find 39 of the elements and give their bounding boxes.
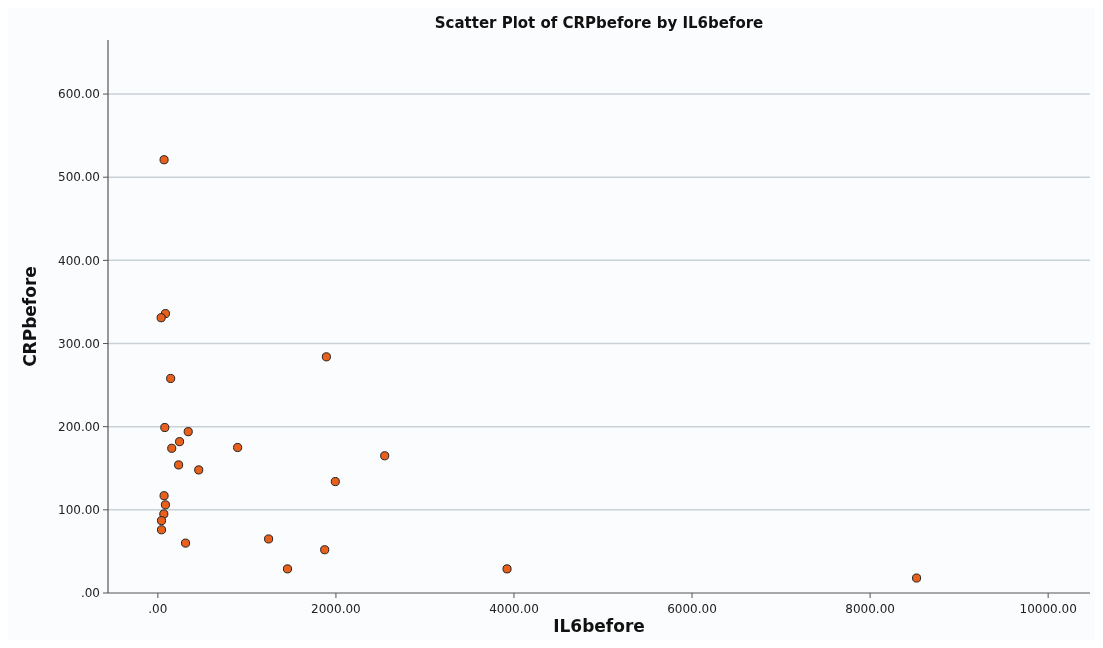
y-tick-label: 400.00 xyxy=(58,253,100,268)
point xyxy=(502,564,512,574)
point xyxy=(159,155,169,165)
y-tick-label: .00 xyxy=(80,586,100,601)
y-tick-label: 100.00 xyxy=(58,503,100,518)
point xyxy=(156,313,166,323)
point xyxy=(156,525,167,535)
x-tick-label: 6000.00 xyxy=(667,602,717,616)
x-tick-label: 10000.00 xyxy=(1019,602,1077,616)
x-tick-label: 4000.00 xyxy=(489,602,539,616)
x-tick-label: 2000.00 xyxy=(311,602,361,616)
y-axis-title: CRPbefore xyxy=(20,266,40,367)
y-tick-label: 500.00 xyxy=(58,170,100,185)
point xyxy=(183,427,193,437)
point xyxy=(174,460,184,470)
point xyxy=(282,564,293,574)
point xyxy=(156,516,167,526)
point xyxy=(330,477,340,487)
y-tick-label: 600.00 xyxy=(58,87,100,102)
x-tick-label: .00 xyxy=(148,602,168,616)
chart-title: Scatter Plot of CRPbefore by IL6before xyxy=(434,14,764,32)
x-tick-label: 8000.00 xyxy=(845,602,895,616)
point xyxy=(159,491,169,501)
point xyxy=(233,442,243,453)
point xyxy=(175,437,185,447)
point xyxy=(166,373,176,384)
point xyxy=(167,443,177,453)
y-tick-label: 200.00 xyxy=(58,419,100,434)
point xyxy=(264,534,274,544)
x-axis-title: IL6before xyxy=(553,616,645,636)
point xyxy=(194,465,204,475)
y-tick-label: 300.00 xyxy=(58,336,100,351)
point xyxy=(160,500,170,510)
point xyxy=(320,545,330,555)
point xyxy=(912,573,922,583)
point xyxy=(160,422,170,433)
point xyxy=(180,538,191,548)
point xyxy=(380,451,390,461)
point xyxy=(321,352,331,362)
